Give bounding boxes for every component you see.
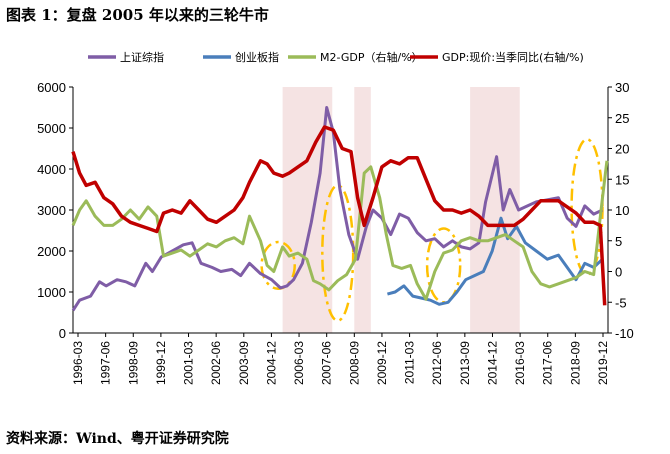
x-tick-label: 2016-03: [513, 341, 527, 385]
x-tick-label: 2012-06: [430, 341, 444, 385]
x-tick-label: 1999-12: [154, 341, 168, 385]
right-tick-label: 0: [615, 265, 622, 280]
series-line-3: [71, 160, 609, 301]
x-tick-label: 2003-09: [237, 341, 251, 385]
annotation-loop-2: [321, 184, 355, 322]
legend-label-3: M2-GDP（右轴/%）: [320, 50, 423, 64]
source-note: 资料来源：Wind、粤开证券研究院: [6, 431, 229, 447]
right-tick-label: 25: [615, 111, 629, 126]
x-tick-label: 1996-03: [71, 341, 85, 385]
x-tick-label: 2002-06: [209, 341, 223, 385]
legend-label-2: 创业板指: [235, 50, 279, 64]
x-tick-label: 2001-03: [182, 341, 196, 385]
left-tick-label: 2000: [37, 244, 66, 259]
x-tick-label: 2009-12: [375, 341, 389, 385]
left-tick-label: 5000: [37, 121, 66, 136]
right-tick-label: -5: [615, 295, 627, 310]
x-tick-label: 1997-06: [99, 341, 113, 385]
axes: 0 1000 2000 3000 4000 5000 6000 -10 -5 0 5 10 15 20 25…: [37, 80, 634, 385]
x-tick-label: 2019-12: [596, 341, 610, 385]
right-tick-label: 5: [615, 234, 622, 249]
series-line-1: [71, 106, 604, 312]
shaded-period-2: [354, 87, 371, 333]
legend-label-1: 上证综指: [120, 50, 164, 64]
left-tick-label: 3000: [37, 203, 66, 218]
left-tick-label: 4000: [37, 162, 66, 177]
right-tick-label: -10: [615, 326, 634, 341]
right-tick-label: 20: [615, 142, 629, 157]
left-tick-label: 6000: [37, 80, 66, 95]
right-tick-label: 10: [615, 203, 629, 218]
x-tick-label: 2014-12: [485, 341, 499, 385]
right-tick-label: 15: [615, 172, 629, 187]
x-tick-label: 2007-06: [320, 341, 334, 385]
x-tick-label: 2006-03: [292, 341, 306, 385]
annotation-loop-1: [260, 240, 296, 290]
chart-title: 图表 1：复盘 2005 年以来的三轮牛市: [6, 6, 269, 24]
x-tick-label: 2011-03: [403, 341, 417, 384]
series-line-4: [71, 125, 607, 306]
x-tick-label: 2017-06: [541, 341, 555, 385]
legend: 上证综指 创业板指 M2-GDP（右轴/%） GDP:现价:当季同比(右轴/%): [88, 50, 584, 64]
legend-label-4: GDP:现价:当季同比(右轴/%): [442, 50, 584, 64]
left-tick-label: 0: [59, 326, 66, 341]
x-tick-label: 1998-09: [126, 341, 140, 385]
x-tick-label: 2018-09: [568, 341, 582, 385]
x-tick-label: 2013-09: [458, 341, 472, 385]
right-tick-label: 30: [615, 80, 629, 95]
shaded-period-3: [470, 87, 520, 333]
x-tick-label: 2004-12: [264, 341, 278, 385]
left-tick-label: 1000: [37, 285, 66, 300]
x-tick-label: 2008-09: [347, 341, 361, 385]
annotation-loop-4: [570, 138, 604, 276]
series-lines: [71, 106, 609, 312]
series-line-2: [387, 216, 604, 306]
